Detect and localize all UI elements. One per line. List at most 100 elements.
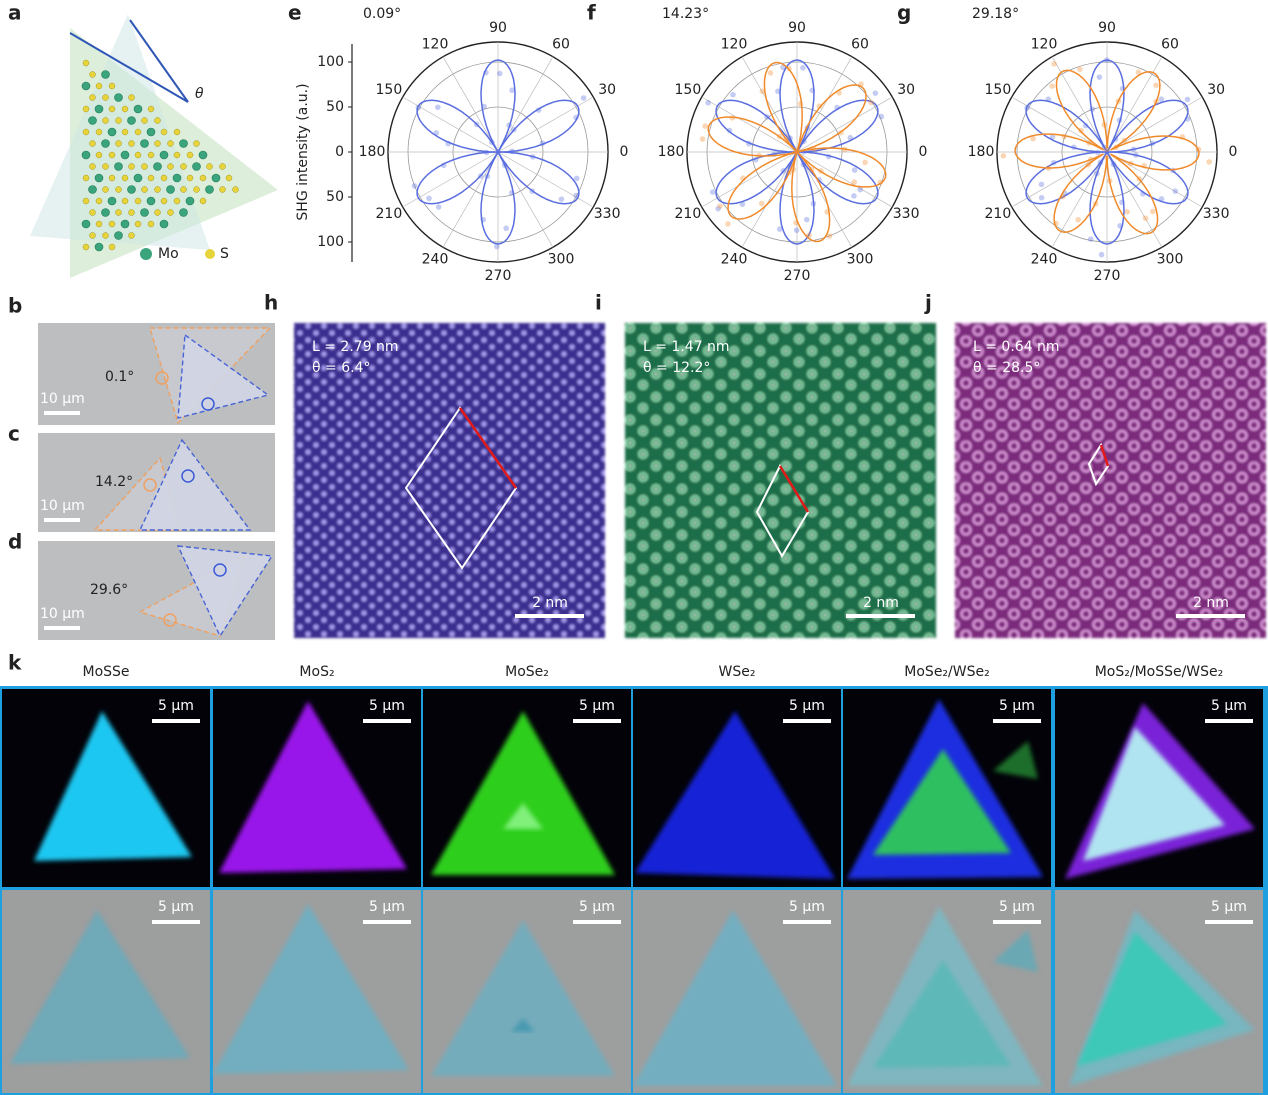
mo-atom — [127, 185, 136, 194]
angle-label: 0 — [1229, 144, 1238, 160]
scatter-point — [793, 227, 800, 234]
column-label: MoSe₂ — [505, 664, 549, 680]
scatter-point — [826, 233, 833, 239]
panel-label: c — [8, 422, 20, 446]
angle-label: 90 — [788, 20, 806, 36]
s-atom — [154, 117, 161, 124]
s-atom — [121, 197, 129, 205]
scatter-point — [558, 196, 565, 202]
polar-spoke — [741, 56, 798, 153]
s-atom — [186, 151, 194, 159]
s-atom — [115, 140, 122, 147]
s-atom — [173, 151, 181, 159]
mo-atom — [146, 127, 156, 137]
angle-label: 0 — [919, 144, 928, 160]
polar-title: 29.18° — [972, 6, 1019, 22]
scale-text: 2 nm — [863, 595, 899, 611]
scale-text: 5 µm — [789, 899, 825, 915]
s-atom — [108, 82, 116, 90]
s-atom — [193, 140, 200, 147]
scatter-point — [758, 200, 765, 207]
mo-atom — [94, 242, 104, 252]
s-atom — [167, 163, 174, 170]
radial-tick-label: 50 — [326, 99, 344, 115]
flake — [219, 701, 407, 873]
scatter-point — [426, 195, 432, 202]
polar-spoke — [796, 56, 853, 153]
mo-atom — [107, 196, 117, 206]
scatter-point — [1030, 135, 1036, 142]
panel-label: b — [8, 294, 22, 318]
legend-text: S — [220, 246, 229, 262]
angle-label: 30 — [1207, 82, 1225, 98]
mo-atom — [94, 173, 104, 183]
angle-label: 150 — [985, 82, 1012, 98]
mo-atom — [179, 139, 188, 148]
period-line — [1099, 444, 1110, 467]
angle-label: 270 — [1094, 268, 1121, 284]
s-atom — [102, 117, 109, 124]
s-atom — [173, 128, 181, 136]
panel-label: f — [587, 1, 596, 25]
s-atom — [134, 151, 142, 159]
scatter-point — [717, 203, 723, 209]
s-atom — [102, 232, 109, 239]
flake — [1083, 727, 1225, 861]
scatter-point — [493, 243, 500, 250]
s-atom — [199, 197, 207, 205]
s-atom — [108, 243, 116, 251]
period-text: L = 0.64 nm — [973, 339, 1060, 355]
scatter-point — [730, 91, 736, 98]
angle-label: 30 — [598, 82, 616, 98]
s-atom — [82, 197, 90, 205]
marker — [143, 478, 157, 492]
scatter-point — [1077, 66, 1083, 73]
angle-label: 120 — [721, 37, 748, 53]
s-atom — [89, 140, 96, 147]
scatter-point — [509, 87, 515, 94]
scale-text: 2 nm — [1193, 595, 1229, 611]
scatter-point — [1000, 152, 1007, 159]
s-atom — [141, 186, 148, 193]
mo-atom — [211, 173, 221, 183]
flake — [138, 438, 252, 531]
fit-curve — [416, 59, 580, 245]
mo-atom — [114, 231, 123, 240]
legend-mo — [140, 248, 152, 260]
scatter-point — [776, 226, 783, 232]
angle-label: 150 — [675, 82, 702, 98]
scatter-point — [857, 186, 864, 193]
angle-label: 90 — [489, 20, 507, 36]
scatter-point — [705, 99, 711, 106]
polar-spoke — [741, 151, 798, 248]
angle-text: θ = 6.4° — [312, 360, 370, 376]
mo-atom — [114, 93, 123, 102]
s-atom — [89, 232, 96, 239]
angle-line — [129, 19, 189, 103]
s-atom — [160, 197, 168, 205]
mo-atom — [159, 150, 169, 160]
flake — [431, 920, 615, 1076]
flake — [177, 333, 270, 419]
radial-tick-label: 100 — [317, 234, 344, 250]
angle-label: 330 — [594, 206, 621, 222]
s-atom — [206, 163, 213, 170]
angle-label: 120 — [1031, 37, 1058, 53]
angle-label: 270 — [485, 268, 512, 284]
polar-spoke — [497, 56, 554, 153]
mo-atom — [133, 173, 143, 183]
fit-curve — [1014, 69, 1200, 235]
fit-curve — [707, 61, 887, 243]
panel-label: d — [8, 530, 22, 554]
scatter-point — [804, 216, 810, 223]
scatter-point — [715, 205, 721, 212]
s-atom — [108, 105, 116, 113]
column-label: MoSe₂/WSe₂ — [904, 664, 989, 680]
scale-text: 5 µm — [579, 899, 615, 915]
mo-atom — [120, 219, 130, 229]
period-text: L = 2.79 nm — [312, 339, 399, 355]
mo-atom — [140, 208, 149, 217]
scale-text: 5 µm — [1211, 698, 1247, 714]
radial-tick-label: 0 — [335, 144, 344, 160]
